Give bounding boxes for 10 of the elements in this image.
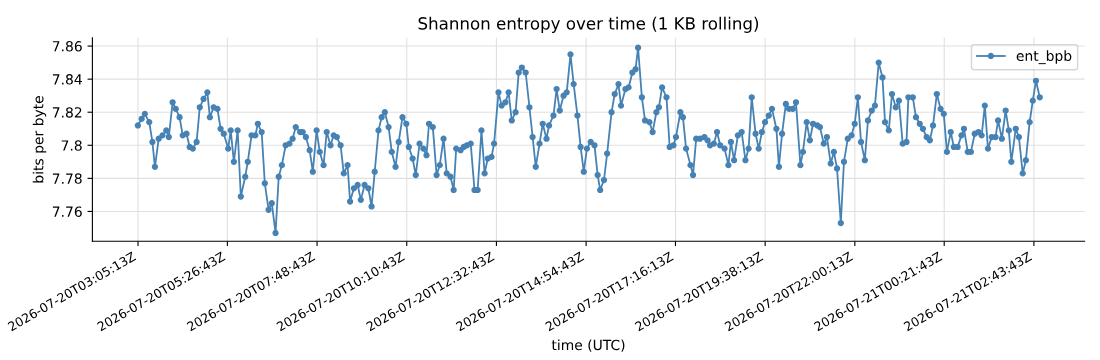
y-tick-label: 7.76 [52, 206, 82, 217]
y-tick-label: 7.84 [52, 74, 82, 85]
y-tick-label: 7.82 [52, 107, 82, 118]
x-axis-title: time (UTC) [551, 339, 625, 352]
legend-label: ent_bpb [1016, 50, 1072, 65]
y-axis-title: bits per byte [32, 96, 47, 183]
y-tick-label: 7.78 [52, 173, 82, 184]
chart-title: Shannon entropy over time (1 KB rolling) [418, 16, 759, 33]
y-tick-label: 7.8 [61, 140, 82, 151]
y-tick-label: 7.86 [52, 41, 82, 52]
